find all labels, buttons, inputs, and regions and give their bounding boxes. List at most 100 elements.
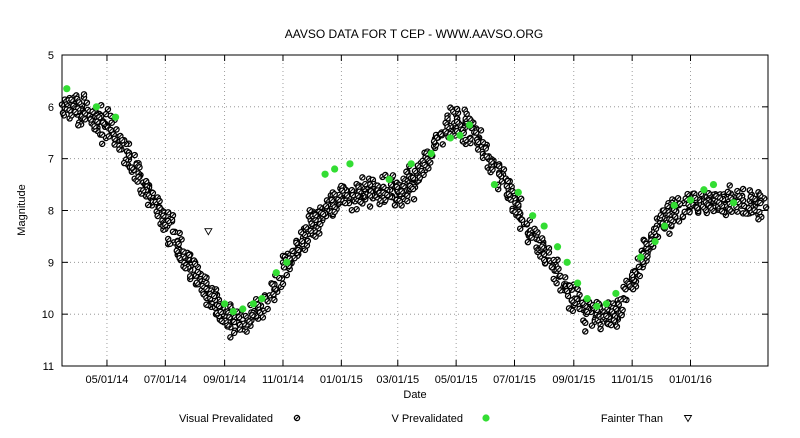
visual-prevalidated-point [430, 138, 438, 145]
visual-point-hatch [551, 276, 556, 281]
x-tick-label: 05/01/14 [86, 374, 129, 386]
visual-prevalidated-point [269, 281, 276, 288]
visual-prevalidated-point [660, 207, 667, 214]
visual-point-hatch [456, 110, 461, 115]
visual-point-hatch [699, 192, 704, 197]
visual-point-hatch [754, 199, 759, 204]
visual-prevalidated-point [756, 208, 763, 216]
visual-prevalidated-point [489, 166, 496, 173]
visual-point-hatch [422, 162, 427, 167]
data-points [58, 85, 770, 341]
visual-point-hatch [426, 166, 431, 171]
legend-marker-v-symbol [482, 414, 490, 422]
visual-point-hatch [317, 231, 322, 236]
visual-point-hatch [549, 265, 554, 270]
visual-point-hatch [580, 300, 585, 305]
visual-point-hatch [126, 153, 131, 158]
visual-point-hatch [136, 175, 141, 180]
visual-point-hatch [691, 203, 696, 208]
visual-prevalidated-point [635, 263, 643, 271]
visual-point-hatch [292, 256, 297, 261]
visual-prevalidated-point [319, 210, 327, 218]
visual-point-hatch [209, 304, 214, 309]
visual-point-hatch [273, 286, 278, 291]
visual-point-hatch [95, 119, 100, 124]
visual-prevalidated-point [437, 130, 445, 138]
visual-point-hatch [277, 275, 282, 280]
visual-point-hatch [720, 203, 725, 208]
visual-point-hatch [82, 111, 87, 116]
visual-point-hatch [570, 308, 575, 313]
visual-prevalidated-point [474, 146, 482, 153]
visual-prevalidated-point [757, 192, 764, 199]
x-tick-label: 07/01/15 [493, 374, 536, 386]
visual-point-hatch [236, 315, 241, 320]
visual-point-hatch [363, 182, 368, 187]
visual-point-hatch [368, 204, 373, 209]
visual-point-hatch [248, 323, 253, 328]
visual-prevalidated-point [610, 317, 618, 324]
visual-prevalidated-point [83, 99, 91, 106]
legend-label-v: V Prevalidated [391, 413, 463, 425]
visual-point-hatch [434, 142, 439, 147]
visual-point-hatch [232, 319, 237, 324]
v-prevalidated-point [574, 279, 582, 287]
visual-prevalidated-point [156, 197, 163, 205]
visual-point-hatch [170, 213, 175, 218]
visual-prevalidated-point [736, 193, 743, 200]
visual-point-hatch [551, 258, 556, 262]
visual-prevalidated-point [164, 209, 172, 216]
v-prevalidated-point [490, 180, 499, 189]
visual-prevalidated-point [579, 299, 586, 307]
visual-prevalidated-point [307, 227, 314, 235]
v-prevalidated-point [346, 160, 354, 168]
visual-prevalidated-point [218, 317, 226, 325]
visual-point-hatch [258, 310, 263, 315]
visual-prevalidated-point [517, 195, 525, 203]
visual-point-hatch [354, 182, 359, 187]
visual-prevalidated-point [617, 296, 624, 303]
visual-point-hatch [735, 189, 740, 194]
visual-point-hatch [305, 238, 310, 243]
visual-point-hatch [280, 281, 285, 286]
visual-point-hatch [725, 189, 730, 194]
visual-prevalidated-point [104, 106, 112, 113]
x-tick-label: 09/01/15 [552, 374, 595, 386]
visual-point-hatch [204, 280, 209, 285]
visual-point-hatch [77, 100, 82, 105]
visual-point-hatch [637, 274, 642, 278]
visual-prevalidated-point [466, 115, 473, 122]
visual-point-hatch [108, 113, 113, 118]
visual-point-hatch [100, 132, 105, 137]
visual-prevalidated-point [322, 202, 330, 210]
visual-prevalidated-point [389, 172, 397, 179]
visual-prevalidated-point [618, 311, 625, 319]
visual-prevalidated-point [715, 199, 723, 206]
v-prevalidated-point [670, 201, 678, 209]
visual-prevalidated-point [528, 234, 535, 241]
visual-point-hatch [214, 287, 219, 292]
visual-point-hatch [682, 209, 687, 214]
visual-point-hatch [392, 203, 397, 208]
visual-point-hatch [383, 173, 388, 178]
visual-prevalidated-point [335, 196, 342, 203]
visual-point-hatch [445, 125, 450, 130]
visual-point-hatch [585, 309, 590, 314]
visual-point-hatch [62, 97, 67, 102]
visual-prevalidated-point [180, 248, 187, 255]
visual-prevalidated-point [191, 260, 199, 268]
visual-prevalidated-point [194, 268, 202, 276]
v-prevalidated-point [529, 212, 537, 220]
visual-prevalidated-point [297, 228, 305, 236]
visual-prevalidated-point [619, 306, 626, 314]
visual-point-hatch [343, 201, 348, 206]
visual-point-hatch [109, 120, 114, 125]
visual-prevalidated-point [227, 303, 234, 310]
visual-point-hatch [157, 205, 162, 210]
v-prevalidated-point [283, 258, 291, 266]
visual-point-hatch [464, 111, 469, 116]
visual-prevalidated-point [467, 135, 474, 142]
visual-prevalidated-point [622, 285, 629, 293]
x-tick-label: 11/01/14 [262, 374, 304, 386]
visual-prevalidated-point [526, 216, 534, 224]
